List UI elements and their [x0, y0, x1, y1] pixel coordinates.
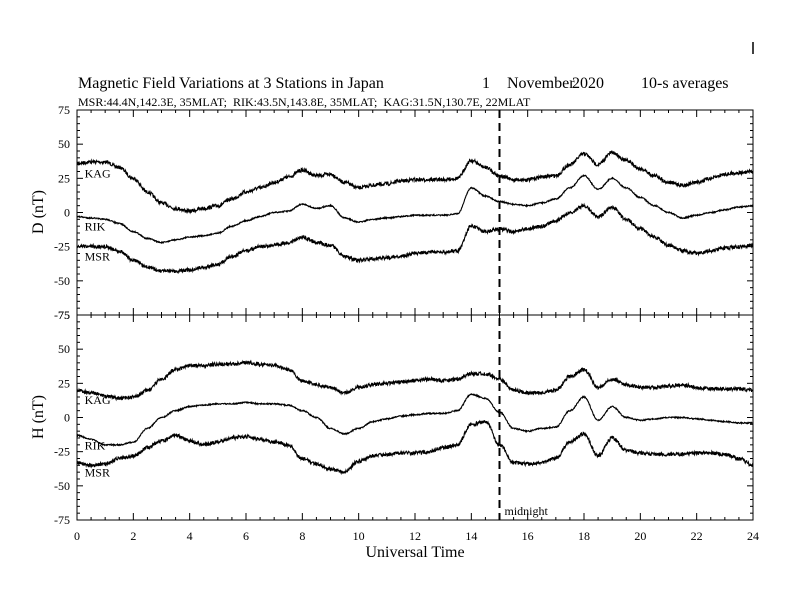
x-tick-label: 0 [74, 529, 80, 543]
x-axis-ticks: 0 2 4 6 8 10 12 14 16 18 20 22 24 [74, 110, 759, 543]
h-series-label-msr: MSR [85, 466, 110, 480]
h-ytick-label: -25 [54, 445, 70, 459]
h-ytick-label: 75 [58, 308, 70, 322]
title-year: 2020 [572, 75, 604, 92]
h-ytick-label: -75 [54, 513, 70, 527]
x-tick-label: 12 [409, 529, 421, 543]
h-ytick-label: 25 [58, 376, 70, 390]
h-series-msr [76, 419, 754, 476]
d-ytick-label: -75 [54, 308, 70, 322]
d-ytick-label: 0 [64, 206, 70, 220]
x-tick-label: 4 [187, 529, 193, 543]
d-series-label-kag: KAG [85, 166, 111, 180]
d-ytick-label: 50 [58, 137, 70, 151]
d-ytick-label: 75 [58, 103, 70, 117]
h-series-label-kag: KAG [85, 393, 111, 407]
d-series-kag [76, 150, 754, 215]
chart-subtitle: MSR:44.4N,142.3E, 35MLAT; RIK:43.5N,143.… [78, 95, 531, 109]
d-series-rik [76, 174, 754, 245]
x-tick-label: 18 [578, 529, 590, 543]
d-ytick-label: 25 [58, 171, 70, 185]
d-series-label-rik: RIK [85, 220, 106, 234]
x-tick-label: 24 [747, 529, 759, 543]
d-series-msr [76, 202, 754, 275]
x-tick-label: 20 [634, 529, 646, 543]
x-tick-label: 22 [691, 529, 703, 543]
x-tick-label: 8 [299, 529, 305, 543]
title-averaging: 10-s averages [641, 75, 729, 92]
title-day: 1 [482, 75, 490, 92]
h-series-rik [76, 393, 754, 448]
h-series-label-rik: RIK [85, 438, 106, 452]
h-axis-label: H (nT) [30, 395, 47, 439]
d-ytick-label: -25 [54, 240, 70, 254]
x-tick-label: 6 [243, 529, 249, 543]
d-panel-frame [76, 109, 754, 316]
h-panel-ticks: 75 50 25 0 -25 -50 -75 [54, 308, 753, 527]
h-ytick-label: 50 [58, 342, 70, 356]
chart-title: Magnetic Field Variations at 3 Stations … [78, 75, 384, 92]
h-ytick-label: -50 [54, 479, 70, 493]
h-series-kag [76, 359, 754, 402]
h-ytick-label: 0 [64, 411, 70, 425]
d-series-label-msr: MSR [85, 250, 110, 264]
midnight-label: midnight [505, 504, 549, 518]
h-panel-frame [76, 314, 754, 521]
x-tick-label: 14 [465, 529, 477, 543]
series-layer: KAG RIK MSR KAG RIK MSR [76, 150, 754, 480]
title-month: November [507, 75, 575, 92]
d-ytick-label: -50 [54, 274, 70, 288]
x-tick-label: 2 [130, 529, 136, 543]
x-tick-label: 10 [353, 529, 365, 543]
x-axis-label: Universal Time [365, 544, 464, 561]
d-axis-label: D (nT) [30, 190, 47, 234]
x-tick-label: 16 [522, 529, 534, 543]
d-panel-ticks: 75 50 25 0 -25 -50 -75 [54, 103, 753, 322]
